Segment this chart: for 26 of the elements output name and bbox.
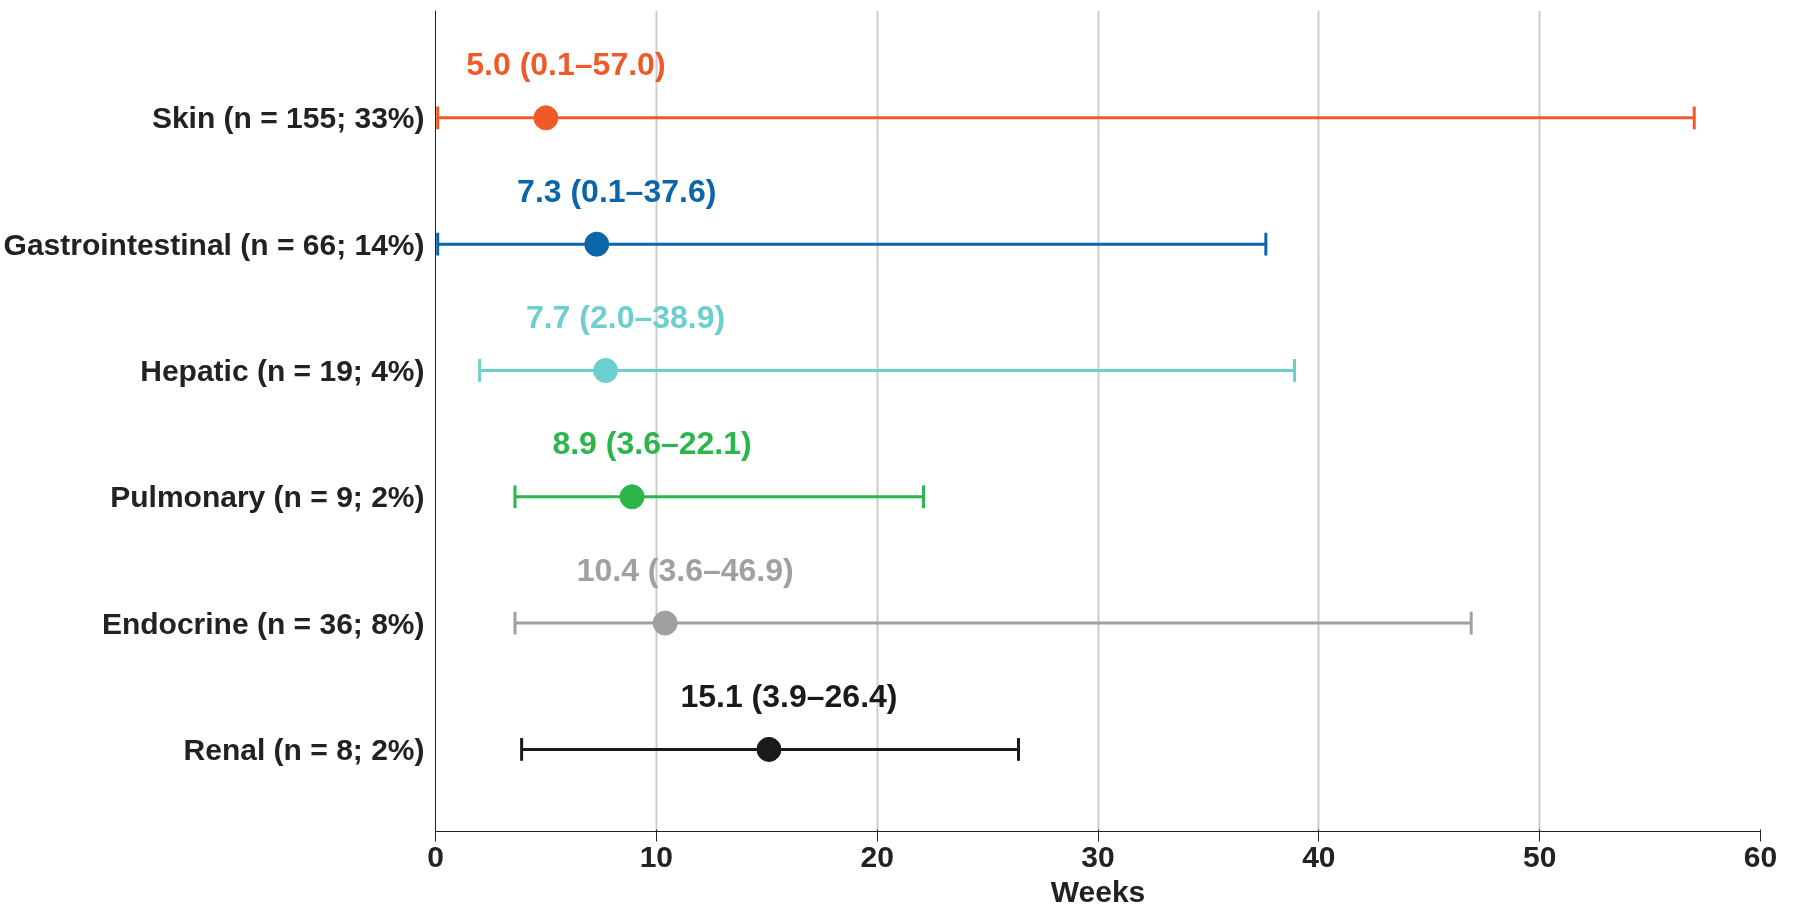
x-tick-label: 10 (639, 839, 674, 873)
data-label: 7.3 (0.1–37.6) (517, 172, 717, 209)
data-label: 8.9 (3.6–22.1) (552, 425, 752, 462)
y-tick-label: Skin (n = 155; 33%) (151, 101, 425, 135)
point (593, 358, 619, 383)
data-label: 10.4 (3.6–46.9) (576, 551, 794, 588)
x-tick-label: 20 (860, 839, 894, 873)
data-label: 15.1 (3.9–26.4) (680, 678, 898, 715)
x-tick-label: 40 (1302, 839, 1336, 873)
data-label: 7.7 (2.0–38.9) (525, 299, 726, 336)
y-tick-label: Endocrine (n = 36; 8%) (101, 606, 425, 640)
x-tick-label: 0 (427, 839, 444, 873)
y-tick-label: Pulmonary (n = 9; 2%) (110, 480, 425, 514)
point (756, 736, 782, 762)
point (619, 484, 645, 510)
point (533, 105, 559, 131)
y-tick-label: Gastrointestinal (n = 66; 14%) (3, 227, 425, 261)
x-tick-label: 30 (1081, 839, 1115, 873)
point (584, 231, 610, 257)
x-tick-label: 60 (1743, 839, 1778, 873)
y-tick-label: Hepatic (n = 19; 4%) (140, 353, 425, 387)
point (652, 610, 678, 636)
data-label: 5.0 (0.1–57.0) (466, 46, 666, 83)
x-axis-title: Weeks (1050, 874, 1146, 908)
x-tick-label: 50 (1522, 839, 1557, 873)
y-tick-label: Renal (n = 8; 2%) (183, 732, 425, 766)
